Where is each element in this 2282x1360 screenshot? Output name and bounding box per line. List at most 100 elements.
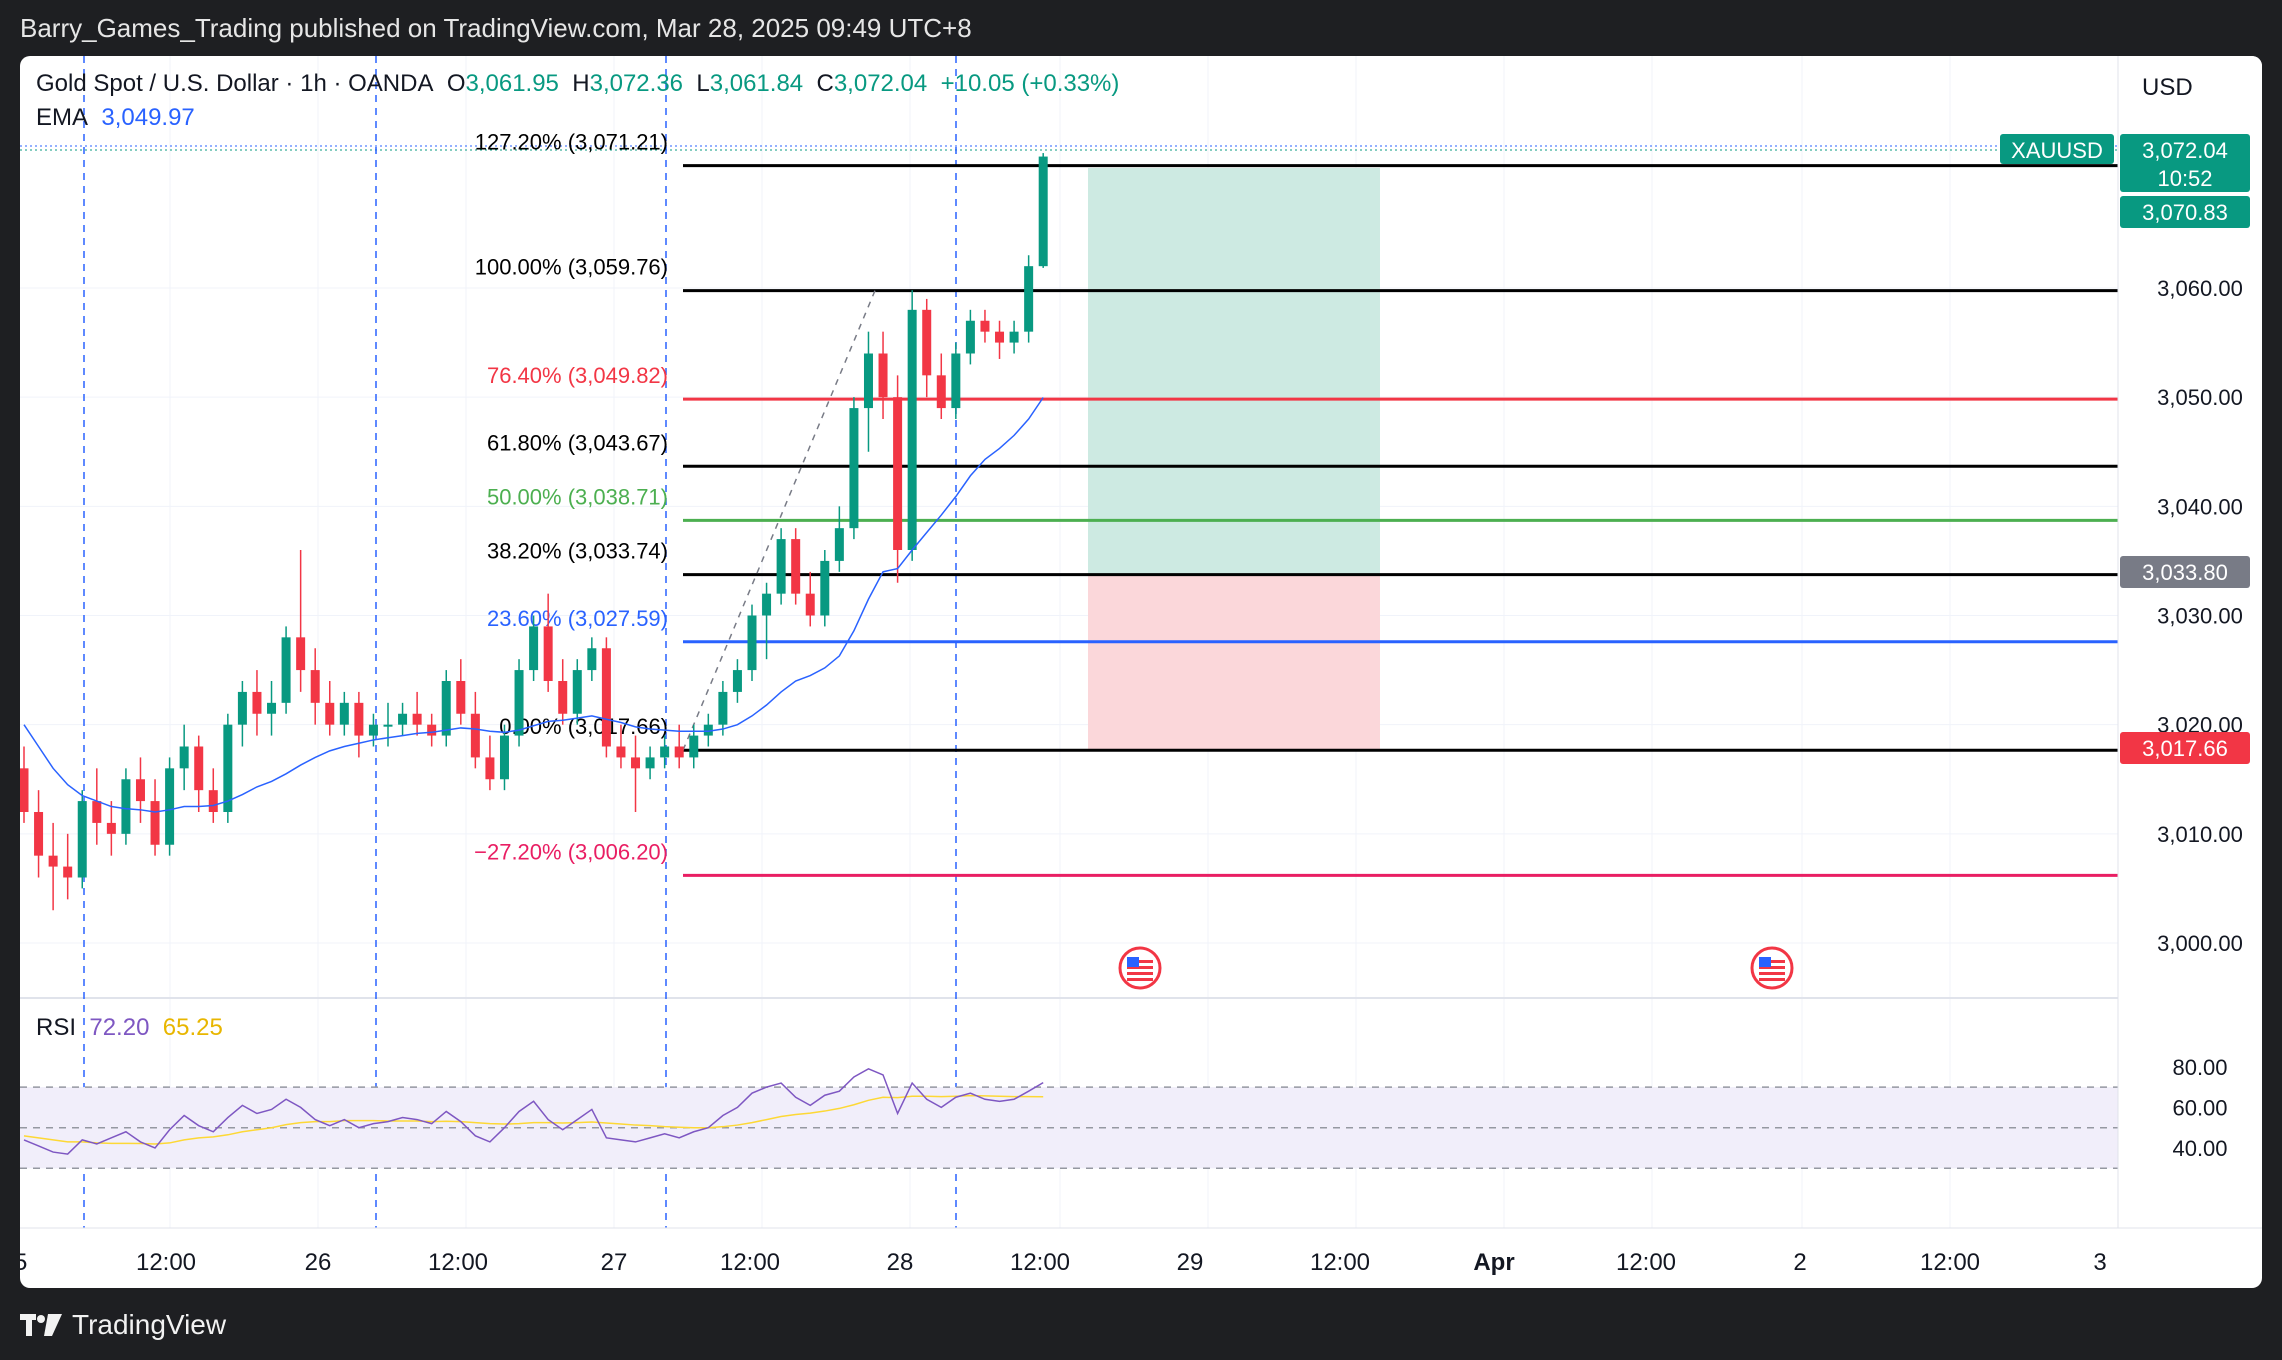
candle-body [893, 397, 903, 550]
rsi-legend[interactable]: RSI 72.20 65.25 [36, 1014, 223, 1042]
candle-body [485, 757, 495, 780]
candle [558, 659, 568, 725]
flag-canton [1127, 957, 1139, 967]
price-axis[interactable]: 3,060.003,050.003,040.003,030.003,020.00… [2000, 56, 2262, 1228]
flag-stripe [1759, 978, 1785, 981]
candle [456, 659, 466, 725]
candle-body [980, 320, 990, 332]
candle-body [427, 724, 437, 736]
low-value: 3,061.84 [709, 70, 804, 97]
candle [281, 626, 291, 714]
currency-label[interactable]: USD [2142, 74, 2193, 101]
time-axis[interactable]: 25 12:00 26 12:00 27 12:00 28 12:00 29 12:00 Apr 12… [20, 1227, 2262, 1276]
flag-stripe [1759, 972, 1785, 975]
candle-body [63, 866, 73, 878]
candle [849, 397, 859, 540]
us-event-flag-icon[interactable] [1750, 946, 1794, 990]
candle [907, 290, 917, 561]
candle-body [718, 691, 728, 725]
candle-body [456, 681, 466, 714]
candle [339, 691, 349, 736]
candle [267, 681, 277, 736]
time-tick-label: 2 [1793, 1249, 1806, 1276]
candle-body [310, 670, 320, 703]
candle [703, 713, 713, 747]
candle-body [296, 637, 306, 671]
candle [893, 375, 903, 583]
close-label: C [816, 70, 834, 97]
candle [645, 746, 655, 780]
time-tick-label: 28 [887, 1249, 914, 1276]
flag-stripe [1127, 972, 1153, 975]
candle [412, 691, 422, 736]
flag-stripe [1759, 960, 1785, 963]
time-tick-label: 26 [305, 1249, 332, 1276]
candle [718, 681, 728, 736]
tradingview-logo[interactable]: TradingView [20, 1309, 226, 1341]
candle-body [791, 539, 801, 594]
candle-body [398, 713, 408, 725]
candle-body [223, 724, 233, 812]
candle [325, 681, 335, 736]
candle [631, 735, 641, 812]
candle [252, 670, 262, 736]
us-event-flag-icon[interactable] [1118, 946, 1162, 990]
candle [470, 691, 480, 769]
candle [499, 724, 509, 791]
candle-body [325, 702, 335, 725]
stop-price: 3,033.80 [2142, 560, 2228, 585]
candle-body [20, 768, 29, 812]
fib-level-label: 127.20% (3,071.21) [475, 130, 668, 155]
rsi-ma-value: 65.25 [162, 1014, 223, 1041]
candle-body [135, 779, 145, 802]
tradingview-logo-icon [20, 1314, 62, 1336]
footer-brand: TradingView [72, 1309, 227, 1340]
header-legend[interactable]: Gold Spot / U.S. Dollar · 1h · OANDA O3,… [36, 70, 1119, 98]
chart-frame[interactable]: 127.20% (3,071.21) 100.00% (3,059.76) 76.4… [20, 56, 2262, 1288]
candle-body [252, 691, 262, 714]
candle [383, 702, 393, 747]
ema-legend[interactable]: EMA 3,049.97 [36, 104, 195, 132]
candle-body [237, 691, 247, 725]
high-label: H [572, 70, 590, 97]
candle-body [645, 757, 655, 769]
candle-body [936, 375, 946, 409]
publisher-line: Barry_Games_Trading published on Trading… [20, 13, 972, 43]
time-tick-label: 12:00 [1920, 1249, 1980, 1276]
candle-body [412, 713, 422, 725]
candle-body [601, 648, 611, 747]
candle-body [995, 331, 1005, 343]
candle-body [747, 615, 757, 671]
candle-body [776, 539, 786, 594]
rsi-pane [20, 1067, 2118, 1170]
bar-countdown: 10:52 [2157, 166, 2212, 191]
rsi-ma-series [23, 1094, 1044, 1145]
flag-stripe [1759, 966, 1785, 969]
candle-body [179, 746, 189, 769]
candle-body [965, 320, 975, 354]
candle [34, 790, 44, 878]
fibonacci-levels[interactable]: 127.20% (3,071.21) 100.00% (3,059.76) 76.4… [474, 130, 2118, 877]
candle [951, 342, 961, 419]
time-tick-label: 12:00 [720, 1249, 780, 1276]
economic-events[interactable] [1118, 946, 1794, 990]
candle-body [732, 670, 742, 692]
ema-line [23, 397, 1044, 813]
price-tick-label: 3,000.00 [2157, 931, 2243, 956]
candle [601, 637, 611, 758]
chart-canvas[interactable]: 127.20% (3,071.21) 100.00% (3,059.76) 76.4… [20, 56, 2262, 1288]
profit-zone [1088, 167, 1380, 575]
candle [936, 353, 946, 419]
candle [121, 768, 131, 845]
rsi-label: RSI [36, 1014, 77, 1041]
rsi-value: 72.20 [89, 1014, 150, 1041]
candle-body [674, 746, 684, 758]
symbol-tag: XAUUSD [2011, 138, 2103, 163]
rsi-tick-label: 60.00 [2172, 1095, 2227, 1120]
candle [77, 790, 87, 889]
candle-body [499, 735, 509, 780]
candle [995, 320, 1005, 359]
candle [194, 735, 204, 812]
candle [63, 833, 73, 900]
ema-label: EMA [36, 104, 89, 131]
